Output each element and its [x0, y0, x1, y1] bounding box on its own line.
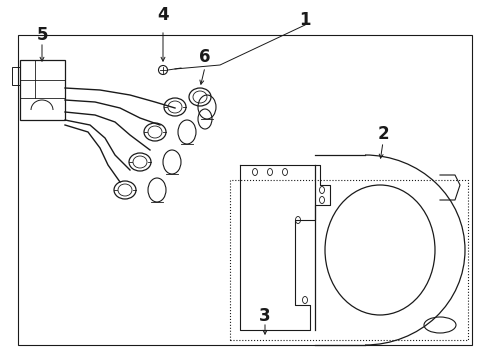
Bar [20, 60, 65, 120]
Text: 4: 4 [157, 6, 169, 24]
Bar [12, 67, 20, 85]
Text: 6: 6 [199, 48, 211, 66]
Text: 1: 1 [299, 11, 311, 29]
Text: 2: 2 [377, 125, 389, 143]
Text: 3: 3 [259, 307, 271, 325]
Bar [230, 180, 468, 340]
Bar [18, 35, 472, 345]
Text: 5: 5 [36, 26, 48, 44]
